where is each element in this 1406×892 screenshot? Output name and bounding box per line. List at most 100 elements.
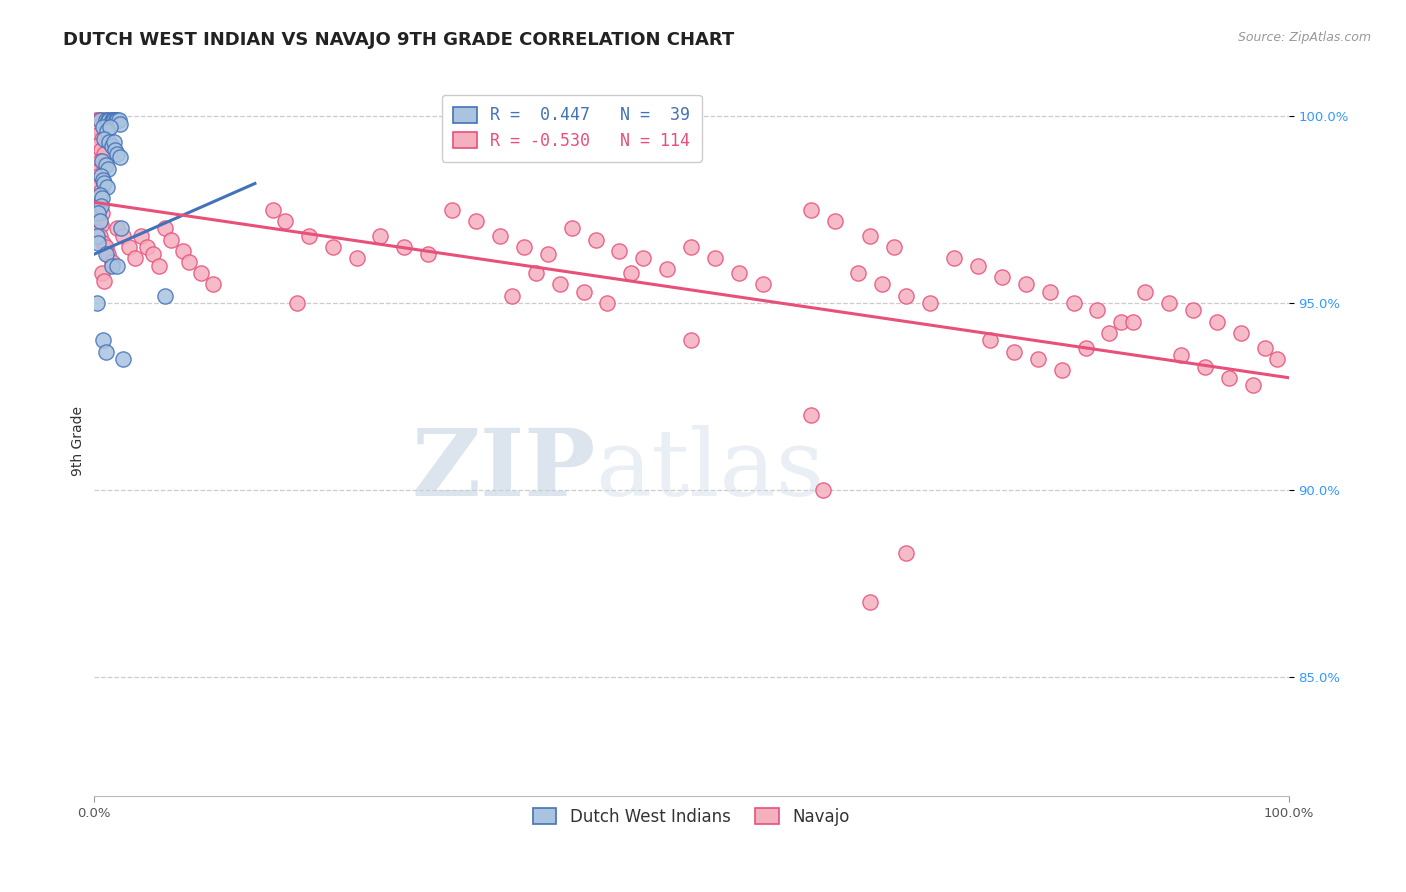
Point <box>1050 363 1073 377</box>
Point <box>89 195 111 210</box>
Point <box>86 120 108 135</box>
Point <box>704 251 727 265</box>
Point <box>97 161 120 176</box>
Point <box>370 228 392 243</box>
Point <box>561 221 583 235</box>
Point <box>896 546 918 560</box>
Point <box>103 136 125 150</box>
Point <box>94 158 117 172</box>
Point <box>86 296 108 310</box>
Point <box>160 233 183 247</box>
Point <box>91 154 114 169</box>
Point <box>441 202 464 217</box>
Point <box>107 221 129 235</box>
Point <box>824 214 846 228</box>
Point <box>100 259 122 273</box>
Point <box>91 173 114 187</box>
Point <box>346 251 368 265</box>
Point <box>142 247 165 261</box>
Point <box>190 266 212 280</box>
Point <box>96 180 118 194</box>
Text: DUTCH WEST INDIAN VS NAVAJO 9TH GRADE CORRELATION CHART: DUTCH WEST INDIAN VS NAVAJO 9TH GRADE CO… <box>63 31 734 49</box>
Point <box>131 228 153 243</box>
Point <box>100 113 122 128</box>
Text: ZIP: ZIP <box>412 425 596 515</box>
Point <box>98 120 121 135</box>
Text: atlas: atlas <box>596 425 825 515</box>
Point <box>84 191 107 205</box>
Point <box>1265 352 1288 367</box>
Point <box>97 113 120 128</box>
Point <box>859 228 882 243</box>
Point <box>91 334 114 348</box>
Point <box>572 285 595 299</box>
Point <box>596 296 619 310</box>
Point <box>86 139 108 153</box>
Point <box>94 344 117 359</box>
Point <box>84 165 107 179</box>
Point <box>89 154 111 169</box>
Point <box>101 113 124 128</box>
Point <box>172 244 194 258</box>
Point <box>93 131 115 145</box>
Point <box>811 483 834 497</box>
Point <box>1230 326 1253 340</box>
Point <box>681 334 703 348</box>
Point <box>91 191 114 205</box>
Point <box>90 199 112 213</box>
Point <box>1074 341 1097 355</box>
Point <box>84 113 107 128</box>
Point <box>1015 277 1038 292</box>
Point <box>89 113 111 128</box>
Point <box>859 595 882 609</box>
Point <box>1111 315 1133 329</box>
Point <box>124 251 146 265</box>
Point <box>609 244 631 258</box>
Point <box>103 113 125 128</box>
Point <box>91 206 114 220</box>
Point <box>93 146 115 161</box>
Point <box>91 120 114 135</box>
Point <box>87 202 110 217</box>
Point <box>89 120 111 135</box>
Point <box>87 236 110 251</box>
Point <box>100 255 122 269</box>
Point <box>96 124 118 138</box>
Point <box>1254 341 1277 355</box>
Point <box>1218 370 1240 384</box>
Point <box>1159 296 1181 310</box>
Point <box>110 221 132 235</box>
Point <box>274 214 297 228</box>
Point <box>87 206 110 220</box>
Point <box>89 228 111 243</box>
Point <box>107 113 129 128</box>
Point <box>91 158 114 172</box>
Point <box>87 113 110 128</box>
Point <box>155 288 177 302</box>
Point <box>728 266 751 280</box>
Point <box>394 240 416 254</box>
Point <box>920 296 942 310</box>
Point <box>752 277 775 292</box>
Point <box>90 143 112 157</box>
Point <box>537 247 560 261</box>
Point <box>524 266 547 280</box>
Point <box>91 173 114 187</box>
Point <box>1122 315 1144 329</box>
Point <box>90 113 112 128</box>
Point <box>800 202 823 217</box>
Point <box>657 262 679 277</box>
Y-axis label: 9th Grade: 9th Grade <box>72 406 86 476</box>
Point <box>91 236 114 251</box>
Point <box>1241 378 1264 392</box>
Point <box>94 240 117 254</box>
Point <box>105 113 128 128</box>
Point <box>681 240 703 254</box>
Point <box>90 218 112 232</box>
Point <box>104 143 127 157</box>
Point <box>98 113 121 128</box>
Point <box>90 184 112 198</box>
Point <box>1194 359 1216 374</box>
Point <box>489 228 512 243</box>
Point <box>322 240 344 254</box>
